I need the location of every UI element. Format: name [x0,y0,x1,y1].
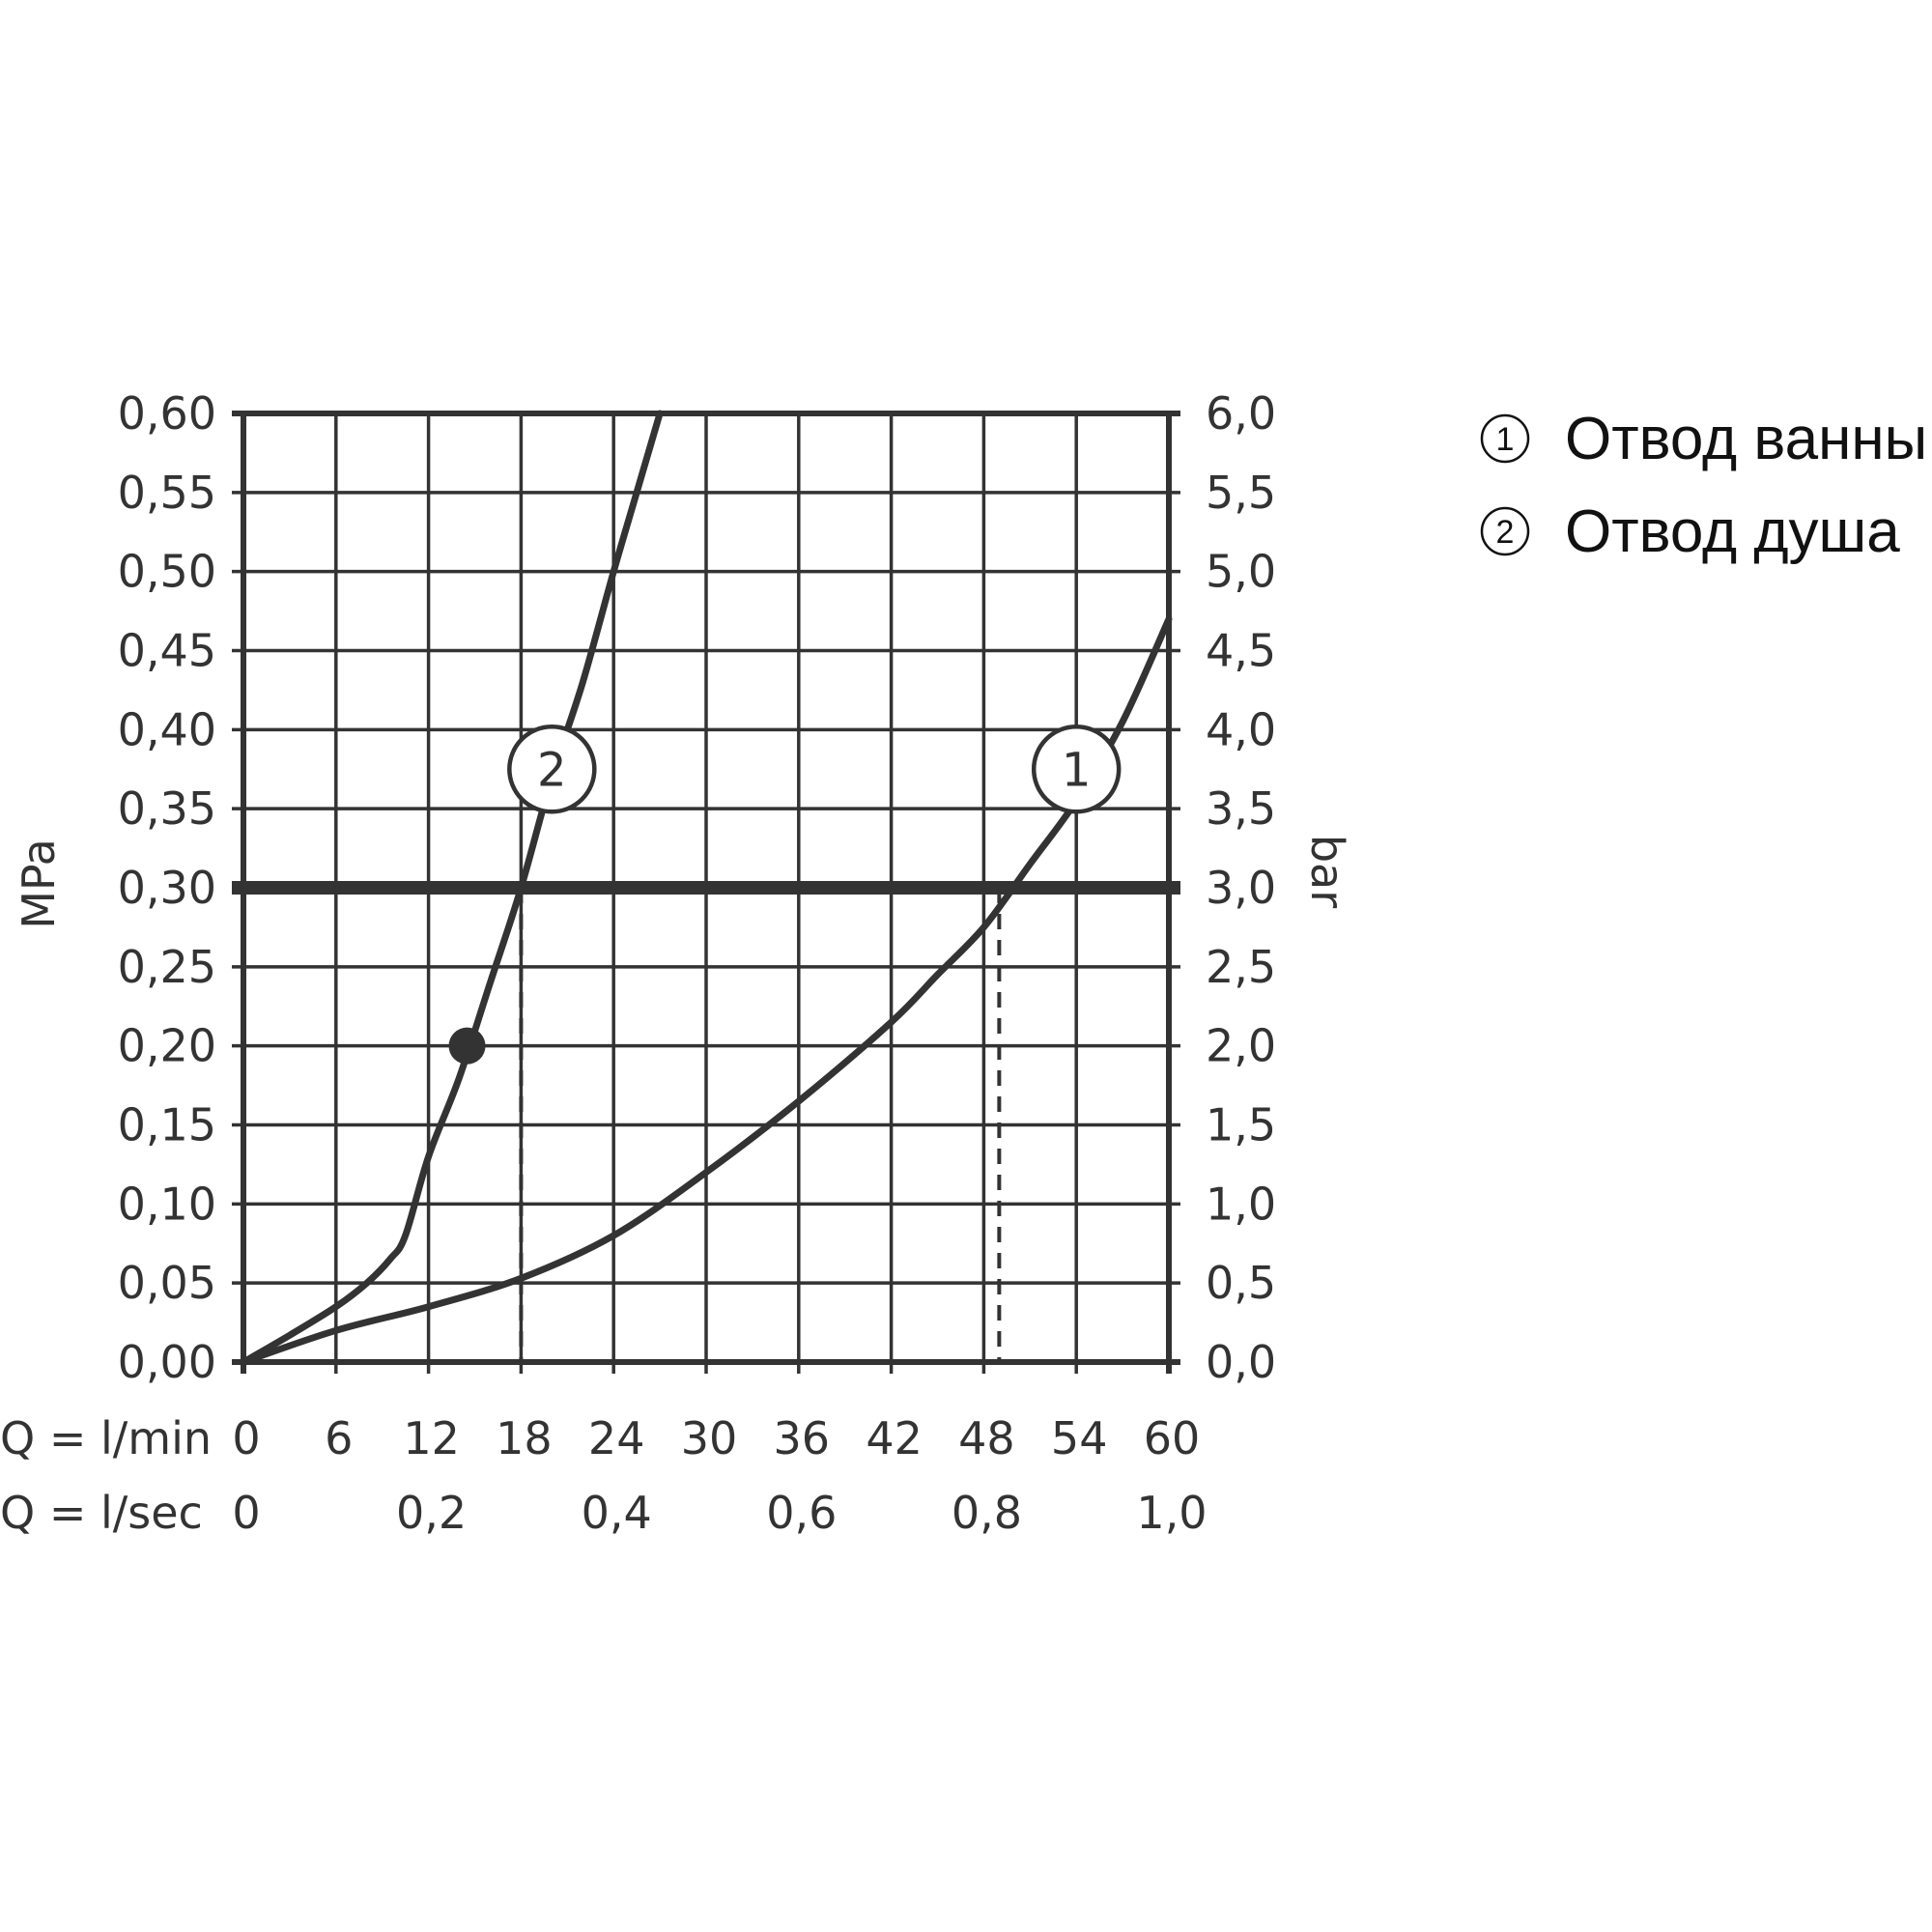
y-left-tick-label: 0,30 [118,862,216,914]
x-tick-label-lmin: 60 [1144,1412,1201,1464]
y-left-tick-label: 0,15 [118,1099,216,1151]
x-tick-label-lsec: 0 [232,1487,260,1539]
y-left-tick-label: 0,60 [118,387,216,440]
y-right-axis-title: bar [1301,835,1353,908]
legend-label-2: Отвод душа [1565,498,1900,565]
x-tick-label-lmin: 30 [681,1412,738,1464]
series-2-curve [240,410,664,1366]
x-tick-label-lmin: 24 [588,1412,645,1464]
x-tick-label-lsec: 0,4 [582,1487,652,1539]
reference-line-layer [232,881,1180,1362]
x-tick-label-lmin: 48 [958,1412,1015,1464]
y-left-tick-label: 0,05 [118,1257,216,1309]
y-left-tick-label: 0,25 [118,941,216,993]
legend-circle-2-icon [1480,506,1530,556]
legend-item-1: 1 Отвод ванны [1480,406,1927,472]
y-right-tick-label: 6,0 [1206,387,1276,440]
x-tick-label-lmin: 42 [866,1412,923,1464]
y-right-tick-label: 4,0 [1206,703,1276,755]
x-tick-label-lsec: 0,2 [396,1487,467,1539]
series-2-label-circle [507,724,597,814]
y-right-tick-label: 2,0 [1206,1020,1276,1072]
x-axis-title-lsec: Q = l/sec [0,1487,203,1539]
y-left-tick-label: 0,10 [118,1178,216,1230]
y-right-tick-label: 1,0 [1206,1178,1276,1230]
x-tick-label-lmin: 12 [403,1412,460,1464]
legend-num-2: 2 [1496,514,1515,551]
series-1-label-circle [1031,724,1122,814]
x-axis-title-lmin: Q = l/min [0,1412,212,1464]
x-tick-label-lmin: 54 [1051,1412,1108,1464]
y-right-tick-label: 3,5 [1206,782,1276,835]
x-tick-label-lsec: 0,6 [766,1487,837,1539]
y-left-tick-label: 0,35 [118,782,216,835]
y-left-tick-label: 0,50 [118,546,216,598]
tick-labels: 0,000,050,100,150,200,250,300,350,400,45… [118,387,1277,1539]
y-left-tick-label: 0,40 [118,703,216,755]
y-right-tick-label: 3,0 [1206,862,1276,914]
y-right-tick-label: 5,5 [1206,467,1276,519]
legend-label-1: Отвод ванны [1565,406,1927,472]
legend-item-2: 2 Отвод душа [1480,498,1900,565]
x-tick-label-lmin: 36 [774,1412,831,1464]
legend-num-1: 1 [1496,421,1515,458]
x-tick-label-lmin: 0 [232,1412,260,1464]
x-tick-label-lmin: 18 [496,1412,553,1464]
x-tick-label-lsec: 1,0 [1136,1487,1207,1539]
y-left-tick-label: 0,55 [118,467,216,519]
y-right-tick-label: 1,5 [1206,1099,1276,1151]
y-right-tick-label: 0,5 [1206,1257,1276,1309]
x-tick-label-lmin: 6 [325,1412,353,1464]
x-tick-label-lsec: 0,8 [952,1487,1022,1539]
y-right-tick-label: 0,0 [1206,1336,1276,1388]
legend: 1 Отвод ванны 2 Отвод душа [1480,406,1927,565]
y-left-tick-label: 0,00 [118,1336,216,1388]
y-right-tick-label: 4,5 [1206,625,1276,677]
series-2-label-text: 2 [537,743,567,797]
series-1-label-text: 1 [1062,743,1092,797]
y-left-tick-label: 0,45 [118,625,216,677]
y-right-tick-label: 2,5 [1206,941,1276,993]
legend-circle-1-icon [1480,413,1530,464]
y-left-axis-title: MPa [13,838,65,929]
y-right-tick-label: 5,0 [1206,546,1276,598]
operating-point-marker [448,1027,486,1065]
y-left-tick-label: 0,20 [118,1020,216,1072]
